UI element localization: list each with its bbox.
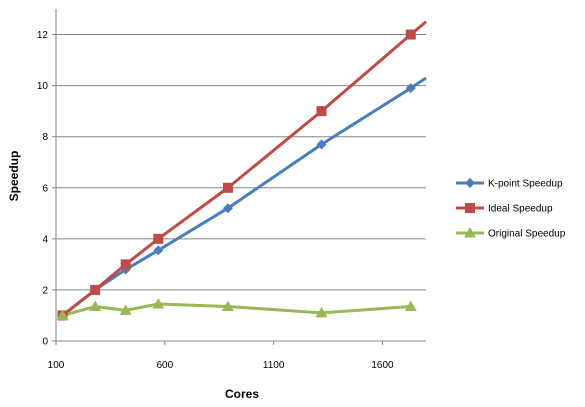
ideal-speedup-point bbox=[90, 284, 101, 295]
ideal-speedup-point bbox=[222, 182, 233, 193]
y-axis-title: Speedup bbox=[7, 151, 21, 202]
ideal-speedup-point bbox=[120, 259, 131, 270]
y-tick-labels: 0 2 4 6 8 10 12 bbox=[37, 30, 49, 347]
original-speedup-point bbox=[89, 300, 102, 312]
ideal-speedup-point bbox=[405, 29, 416, 40]
series-markers bbox=[56, 29, 417, 321]
k-point-speedup-point bbox=[405, 83, 416, 94]
original-speedup-point bbox=[221, 300, 234, 312]
y-tick-label-6: 6 bbox=[42, 183, 48, 194]
legend-marker-ideal-speedup bbox=[465, 203, 475, 213]
k-point-speedup-point bbox=[153, 245, 164, 256]
y-tick-label-2: 2 bbox=[42, 285, 48, 296]
original-speedup-line bbox=[62, 302, 411, 317]
original-speedup-point bbox=[56, 309, 69, 320]
legend-label-ideal-speedup: Ideal Speedup bbox=[488, 204, 553, 215]
y-tick-label-8: 8 bbox=[42, 132, 48, 143]
x-tick-label-1100: 1100 bbox=[263, 360, 285, 371]
x-tick-labels: 100 600 1100 1600 bbox=[48, 360, 394, 371]
ideal-speedup-line bbox=[61, 20, 427, 317]
axes bbox=[55, 9, 426, 345]
y-tick-label-10: 10 bbox=[37, 81, 49, 92]
legend-label-k-point-speedup: K-point Speedup bbox=[488, 179, 563, 190]
k-point-speedup-point bbox=[316, 139, 327, 150]
y-tick-label-12: 12 bbox=[37, 30, 49, 41]
x-tick-label-600: 600 bbox=[156, 360, 173, 371]
x-tick-label-100: 100 bbox=[48, 360, 65, 371]
original-speedup-point bbox=[152, 297, 165, 309]
y-tick-label-4: 4 bbox=[42, 234, 48, 245]
legend-marker-k-point-speedup bbox=[465, 178, 475, 188]
y-tick-label-0: 0 bbox=[42, 337, 48, 348]
original-speedup-point bbox=[119, 304, 132, 315]
k-point-speedup-point bbox=[222, 203, 233, 214]
gridlines bbox=[52, 34, 426, 342]
k-point-speedup-line bbox=[61, 76, 427, 317]
legend-label-original-speedup: Original Speedup bbox=[488, 229, 566, 240]
legend: K-point Speedup Ideal Speedup Original Spe… bbox=[456, 178, 566, 240]
x-tick-label-1600: 1600 bbox=[371, 360, 394, 371]
ideal-speedup-point bbox=[316, 106, 327, 117]
original-speedup-point bbox=[404, 300, 417, 312]
x-axis-title: Cores bbox=[225, 387, 259, 401]
series-lines bbox=[61, 20, 427, 317]
ideal-speedup-point bbox=[153, 233, 164, 244]
original-speedup-point bbox=[315, 306, 328, 318]
legend-marker-original-speedup bbox=[464, 227, 476, 238]
